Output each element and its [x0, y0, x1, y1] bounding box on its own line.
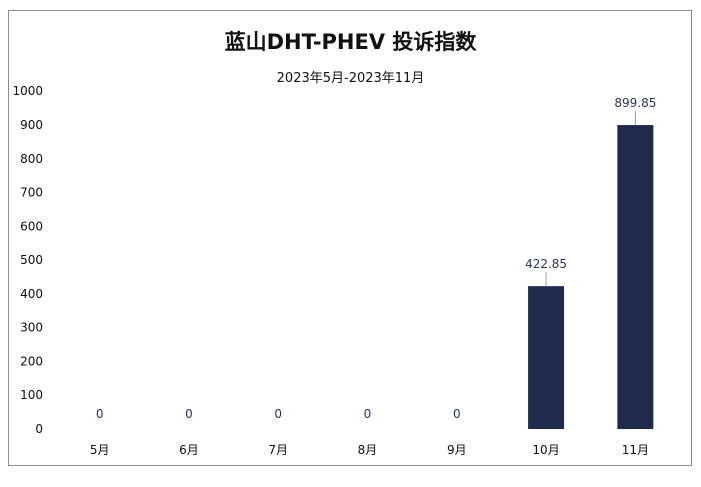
- data-label: 0: [185, 407, 193, 421]
- x-tick-label: 11月: [622, 443, 649, 457]
- y-tick-label: 200: [20, 354, 43, 368]
- y-tick-label: 600: [20, 219, 43, 233]
- chart-title: 蓝山DHT-PHEV 投诉指数: [224, 30, 477, 54]
- y-tick-label: 400: [20, 287, 43, 301]
- bar: [528, 286, 565, 429]
- data-label: 899.85: [614, 96, 656, 110]
- y-tick-label: 0: [35, 422, 43, 436]
- y-tick-label: 500: [20, 253, 43, 267]
- x-tick-label: 6月: [179, 443, 199, 457]
- x-tick-label: 9月: [447, 443, 467, 457]
- y-tick-label: 300: [20, 321, 43, 335]
- y-tick-label: 800: [20, 152, 43, 166]
- data-labels: 0 0 0 0 0 422.85 899.85: [96, 96, 657, 421]
- y-tick-label: 700: [20, 186, 43, 200]
- data-label: 0: [96, 407, 104, 421]
- chart-frame: [8, 10, 692, 466]
- y-tick-label: 1000: [12, 84, 43, 98]
- x-tick-label: 10月: [532, 443, 559, 457]
- y-tick-label: 900: [20, 118, 43, 132]
- x-tick-label: 5月: [90, 443, 110, 457]
- x-axis: 5月 6月 7月 8月 9月 10月 11月: [90, 443, 649, 457]
- y-tick-label: 100: [20, 388, 43, 402]
- chart-subtitle: 2023年5月-2023年11月: [276, 71, 425, 86]
- x-tick-label: 8月: [358, 443, 378, 457]
- data-label: 0: [364, 407, 372, 421]
- x-tick-label: 7月: [268, 443, 288, 457]
- data-label: 0: [453, 407, 461, 421]
- data-label: 422.85: [525, 257, 567, 271]
- bar-series: [528, 125, 654, 430]
- bar: [617, 125, 654, 430]
- y-axis: 0 100 200 300 400 500 600 700 800 900 1000: [12, 84, 43, 436]
- data-label: 0: [274, 407, 282, 421]
